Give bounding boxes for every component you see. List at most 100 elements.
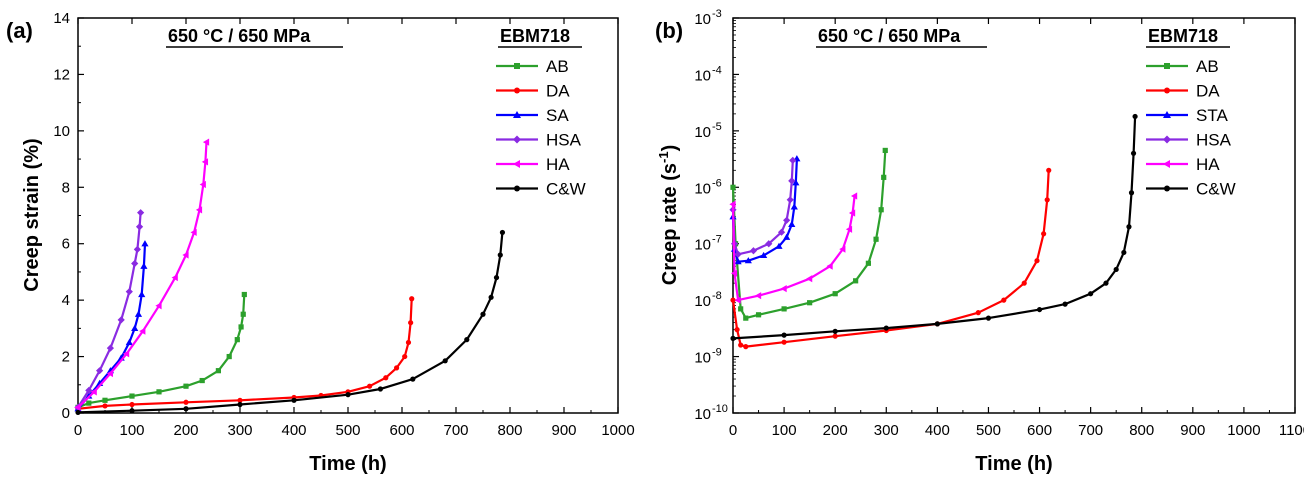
data-point-ha — [155, 302, 162, 310]
legend-marker-ha — [513, 160, 520, 168]
y-tick-exponent: -7 — [712, 234, 722, 246]
data-point-candw — [291, 397, 297, 403]
data-point-ab — [743, 315, 749, 321]
data-point-candw — [480, 311, 486, 317]
data-point-da — [183, 399, 189, 405]
legend-marker-ab — [1164, 63, 1170, 69]
y-tick-label: 10 — [694, 67, 711, 84]
data-point-sa — [138, 290, 146, 298]
data-point-candw — [497, 252, 503, 258]
legend-label-ab: AB — [1196, 57, 1219, 76]
legend-marker-da — [514, 87, 520, 94]
legend-marker-ha — [1163, 160, 1170, 168]
data-point-candw — [1113, 266, 1119, 273]
data-point-candw — [934, 321, 940, 327]
x-tick-label: 1100 — [1279, 422, 1304, 439]
y-tick-label: 8 — [62, 179, 70, 196]
y-tick-label: 4 — [62, 292, 70, 309]
data-point-hsa — [133, 245, 141, 253]
data-point-ab — [215, 368, 221, 374]
x-tick-label: 200 — [823, 422, 848, 439]
x-tick-label: 100 — [119, 422, 144, 439]
legend-b: AB DA STA HSA HA C&W — [1146, 57, 1236, 199]
data-point-hsa — [96, 367, 104, 375]
data-point-da — [129, 401, 135, 408]
data-point-ha — [201, 158, 209, 166]
y-tick-exponent: -3 — [712, 8, 722, 20]
data-point-ab — [738, 306, 744, 312]
x-tick-label: 500 — [976, 422, 1001, 439]
series-line-candw — [732, 116, 1137, 340]
data-point-ha — [74, 403, 81, 411]
data-point-hsa — [106, 344, 114, 352]
y-tick-label: 10 — [694, 350, 711, 367]
x-tick-label: 400 — [281, 422, 306, 439]
data-point-sta — [775, 242, 783, 249]
legend-label-candw: C&W — [1196, 180, 1236, 199]
series-group-b — [729, 113, 1138, 350]
series-line-hsa — [77, 212, 142, 408]
y-tick-label: 10 — [694, 180, 711, 197]
y-tick-label: 12 — [53, 66, 70, 83]
data-point-ha — [754, 292, 762, 300]
x-ticks-b: 0 100 200 300 400 500 600 700 800 900 1000 1100 — [729, 18, 1304, 439]
data-point-sta — [792, 179, 800, 186]
legend-marker-ab — [514, 63, 520, 69]
legend-marker-sa — [513, 111, 521, 118]
y-tick-exponent: -9 — [712, 347, 722, 359]
y-tick-label: 10 — [53, 123, 70, 140]
data-point-candw — [1121, 249, 1127, 256]
data-point-hsa — [788, 177, 796, 185]
y-tick-label: 0 — [62, 405, 70, 422]
data-point-da — [781, 339, 787, 345]
data-point-ab — [226, 353, 232, 360]
data-point-ha — [90, 388, 97, 396]
data-point-candw — [883, 325, 889, 331]
data-point-ha — [195, 206, 203, 214]
data-point-sta — [790, 203, 798, 210]
data-point-ha — [845, 225, 853, 233]
y-tick-label: 14 — [53, 10, 70, 27]
data-point-ab — [129, 393, 135, 399]
data-point-da — [383, 375, 389, 381]
legend-label-candw: C&W — [546, 180, 586, 199]
data-point-da — [405, 339, 412, 346]
x-tick-label: 500 — [335, 422, 360, 439]
y-tick-base: 10 — [694, 180, 711, 197]
data-point-hsa — [85, 386, 93, 395]
data-point-da — [1001, 297, 1007, 303]
x-tick-label: 100 — [772, 422, 797, 439]
series-line-da — [731, 170, 1050, 348]
panel-label-a: (a) — [6, 18, 33, 43]
data-point-sta — [744, 257, 752, 264]
data-point-candw — [129, 408, 135, 414]
data-point-candw — [1130, 150, 1137, 156]
data-point-da — [408, 320, 414, 326]
series-line-candw — [77, 232, 504, 414]
legend-marker-sta — [1163, 111, 1171, 118]
data-point-candw — [345, 392, 351, 398]
data-point-da — [743, 344, 749, 350]
chart-panel-a: 0 100 200 300 400 500 600 700 800 900 1000 0 2 4 6 8 10… — [6, 10, 635, 475]
data-point-hsa — [783, 216, 791, 224]
data-point-candw — [1062, 301, 1068, 307]
data-point-hsa — [131, 259, 139, 268]
series-group-a — [74, 138, 506, 416]
x-tick-label: 800 — [497, 422, 522, 439]
data-point-da — [738, 342, 744, 348]
data-point-candw — [499, 229, 506, 236]
y-tick-exponent: -10 — [712, 403, 728, 415]
data-point-sa — [134, 310, 143, 317]
y-tick-base: 10 — [694, 406, 711, 423]
x-tick-label: 300 — [874, 422, 899, 439]
data-point-candw — [1128, 190, 1135, 196]
y-tick-base: 10 — [694, 124, 711, 141]
y-tick-base: 10 — [694, 237, 711, 254]
data-point-ab — [240, 311, 246, 317]
data-point-da — [402, 353, 408, 360]
data-point-da — [237, 397, 243, 403]
data-point-hsa — [125, 288, 133, 296]
data-point-ab — [878, 207, 884, 213]
data-point-ab — [730, 184, 736, 190]
